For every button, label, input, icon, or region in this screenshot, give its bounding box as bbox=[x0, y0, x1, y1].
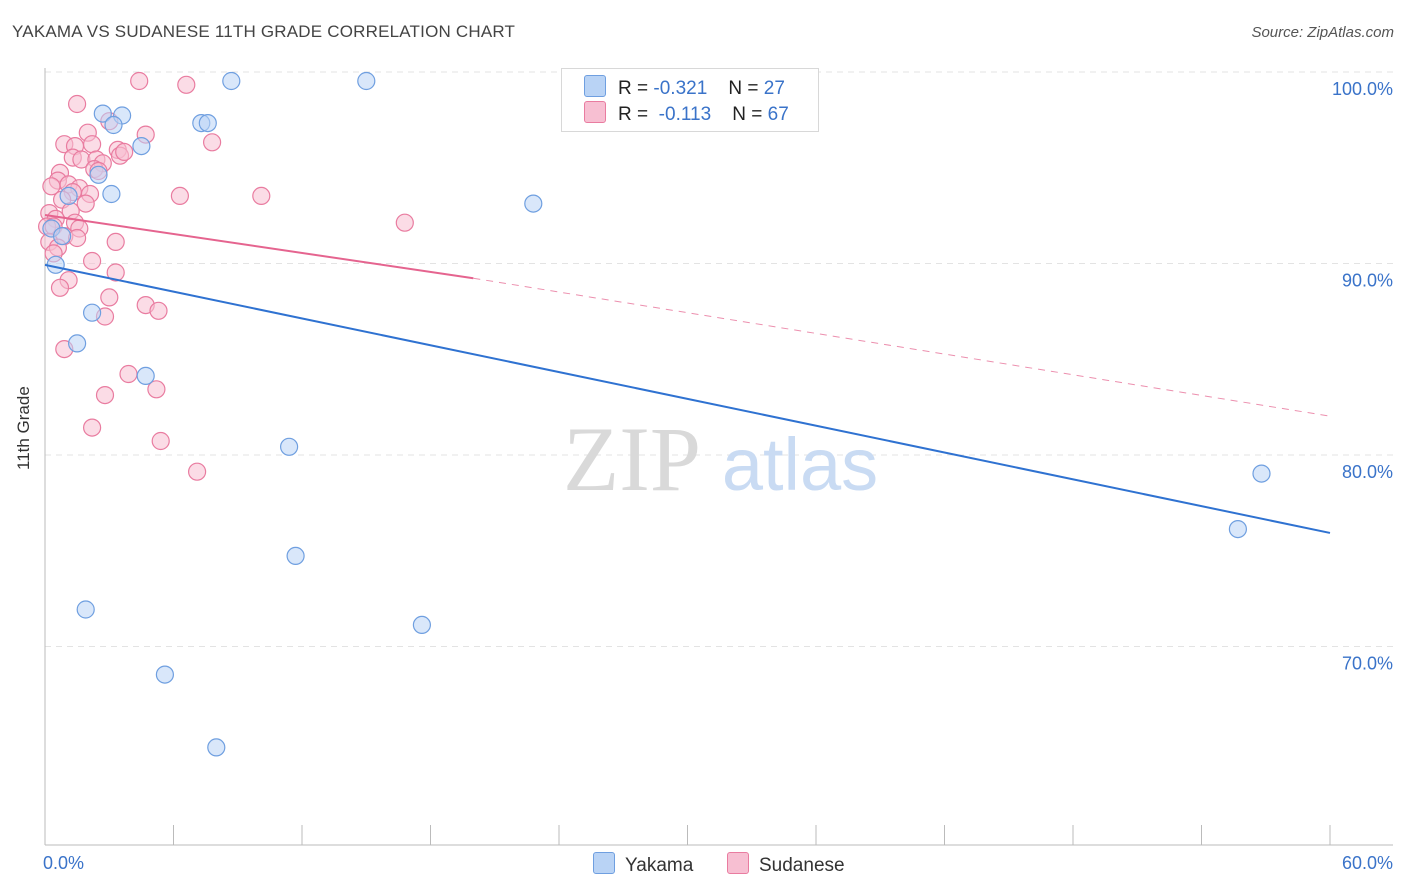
sudanese-point bbox=[395, 213, 414, 232]
sudanese-point bbox=[147, 380, 166, 399]
x-tick-label-min: 0.0% bbox=[43, 853, 84, 873]
yakama-point bbox=[1228, 519, 1248, 539]
yakama-point bbox=[76, 600, 95, 619]
yakama-point bbox=[93, 104, 112, 123]
yakama-point bbox=[82, 303, 102, 322]
stats-legend: R = -0.321 N = 27 R = -0.113 N = 67 bbox=[561, 68, 819, 132]
legend-n-label: N = bbox=[732, 104, 763, 125]
yakama-point bbox=[59, 186, 78, 205]
axes bbox=[44, 68, 1393, 846]
y-axis-label: 11th Grade bbox=[14, 386, 33, 470]
source-label: Source: ZipAtlas.com bbox=[1251, 24, 1394, 41]
yakama-point bbox=[136, 366, 155, 385]
sudanese-point bbox=[151, 431, 170, 451]
sudanese-point bbox=[95, 386, 115, 405]
yakama-point bbox=[357, 71, 376, 91]
sudanese-point bbox=[188, 462, 207, 481]
sudanese-point bbox=[42, 177, 61, 196]
sudanese-point bbox=[149, 301, 168, 320]
sudanese-point bbox=[252, 186, 271, 205]
yakama-point bbox=[102, 184, 121, 204]
gridlines bbox=[45, 71, 1393, 647]
sudanese-point bbox=[100, 288, 119, 307]
sudanese-swatch bbox=[584, 101, 606, 123]
tick-labels: 70.0% 80.0% 90.0% 100.0% 0.0% 60.0% bbox=[43, 79, 1393, 873]
yakama-point bbox=[104, 115, 123, 135]
yakama-legend-swatch bbox=[593, 852, 615, 874]
yakama-point bbox=[198, 113, 217, 133]
legend-r-label: R = bbox=[618, 104, 649, 125]
yakama-swatch bbox=[584, 75, 606, 97]
yakama-point bbox=[222, 71, 241, 91]
yakama-point bbox=[132, 137, 151, 156]
sudanese-point bbox=[82, 251, 102, 271]
legend-r-label: R = bbox=[618, 78, 649, 99]
yakama-point bbox=[524, 194, 543, 213]
sudanese-point bbox=[106, 232, 125, 251]
legend-sudanese-n: 67 bbox=[767, 104, 789, 125]
sudanese-trend-line bbox=[44, 214, 474, 280]
yakama-point bbox=[67, 334, 87, 353]
legend-yakama-n: 27 bbox=[763, 78, 785, 99]
sudanese-point bbox=[82, 135, 102, 154]
sudanese-point bbox=[130, 71, 149, 91]
sudanese-point bbox=[177, 75, 196, 94]
sudanese-point bbox=[82, 418, 102, 437]
legend-n-label: N = bbox=[728, 78, 759, 99]
yakama-point bbox=[89, 165, 108, 184]
yakama-point bbox=[286, 546, 305, 566]
sudanese-point bbox=[76, 194, 95, 213]
sudanese-point bbox=[106, 263, 125, 282]
sudanese-point bbox=[67, 228, 87, 248]
legend-row-yakama: R = -0.321 N = 27 bbox=[584, 75, 785, 101]
watermark-zip: ZIP bbox=[563, 408, 701, 510]
yakama-trend-line bbox=[44, 263, 1331, 534]
bottom-legend-yakama: Yakama bbox=[593, 852, 693, 877]
sudanese-point bbox=[50, 278, 70, 297]
x-tick-label-max: 60.0% bbox=[1342, 853, 1393, 873]
yakama-legend-label: Yakama bbox=[625, 855, 694, 876]
y-tick-label: 70.0% bbox=[1342, 654, 1393, 674]
y-tick-label: 100.0% bbox=[1332, 79, 1393, 99]
bottom-legend-sudanese: Sudanese bbox=[727, 852, 845, 877]
yakama-point bbox=[52, 227, 72, 246]
trend-lines bbox=[44, 214, 1331, 534]
sudanese-point bbox=[67, 94, 87, 114]
sudanese-trend-extension bbox=[473, 277, 1331, 417]
legend-row-sudanese: R = -0.113 N = 67 bbox=[584, 101, 789, 127]
sudanese-point bbox=[115, 142, 134, 161]
sudanese-legend-label: Sudanese bbox=[759, 855, 845, 876]
legend-yakama-r: -0.321 bbox=[653, 78, 708, 99]
yakama-point bbox=[155, 665, 174, 684]
legend-sudanese-r: -0.113 bbox=[658, 104, 712, 125]
chart-title: YAKAMA VS SUDANESE 11TH GRADE CORRELATIO… bbox=[12, 22, 516, 41]
watermark: ZIP atlas bbox=[563, 408, 878, 510]
yakama-points bbox=[42, 71, 1271, 757]
yakama-point bbox=[46, 255, 65, 274]
y-tick-label: 80.0% bbox=[1342, 462, 1393, 482]
sudanese-legend-swatch bbox=[727, 852, 749, 874]
yakama-point bbox=[207, 738, 226, 757]
sudanese-point bbox=[203, 133, 222, 152]
y-tick-label: 90.0% bbox=[1342, 271, 1393, 291]
yakama-point bbox=[412, 615, 431, 635]
watermark-atlas: atlas bbox=[722, 423, 878, 506]
yakama-point bbox=[280, 437, 299, 456]
sudanese-points bbox=[37, 71, 414, 481]
yakama-point bbox=[1252, 464, 1271, 483]
sudanese-point bbox=[119, 364, 138, 384]
sudanese-point bbox=[170, 186, 189, 205]
